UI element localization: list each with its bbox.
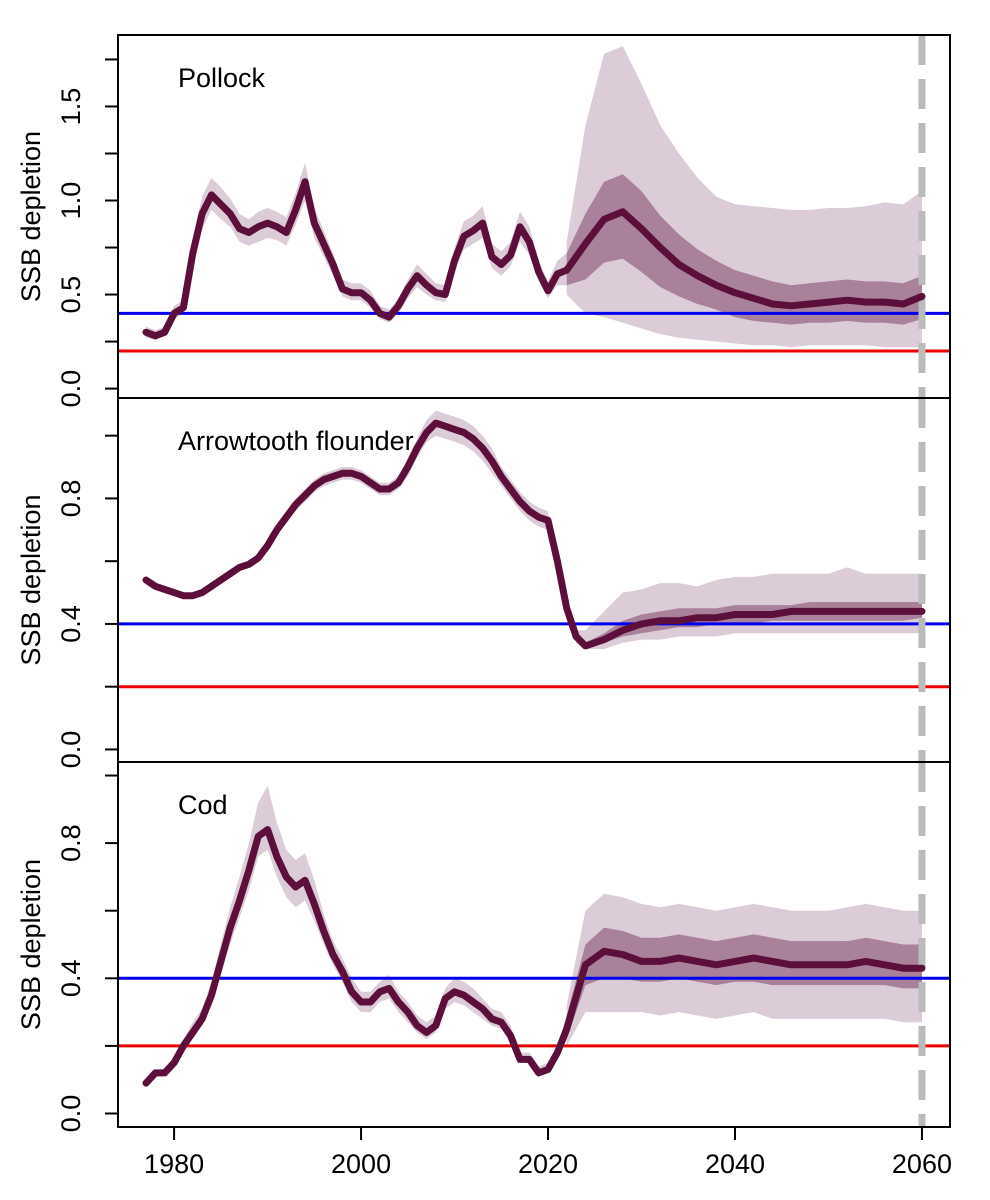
- projection-50-band: [566, 174, 922, 325]
- plot-area: [118, 762, 950, 1127]
- panel-title: Cod: [178, 790, 228, 820]
- y-tick-label: 0.0: [56, 370, 86, 408]
- median-line: [142, 419, 926, 650]
- panel-title: Pollock: [178, 63, 266, 93]
- projection-50-band: [566, 927, 922, 1040]
- y-tick-label: 1.0: [56, 182, 86, 220]
- median-line: [142, 178, 926, 340]
- y-tick-label: 0.0: [56, 731, 86, 769]
- y-axis-label: SSB depletion: [16, 494, 46, 665]
- panel-1: 0.0 0.4 0.8 SSB depletion Arrowtooth flounde…: [16, 397, 951, 769]
- y-tick-label: 0.8: [56, 480, 86, 518]
- y-axis-label: SSB depletion: [16, 131, 46, 302]
- y-tick-label: 0.4: [56, 605, 86, 643]
- x-tick-label: 2060: [892, 1149, 952, 1179]
- plot-area: [118, 398, 950, 762]
- y-axis-label: SSB depletion: [16, 859, 46, 1030]
- panel-title: Arrowtooth flounder: [178, 426, 414, 456]
- panel-0: 0.0 0.5 1.0 1.5 SSB depletion Pollock: [16, 34, 951, 408]
- y-tick-label: 0.0: [56, 1095, 86, 1133]
- x-tick-label: 2000: [331, 1149, 391, 1179]
- x-tick-label: 2020: [518, 1149, 578, 1179]
- y-tick-label: 0.8: [56, 824, 86, 862]
- plot-area: [118, 35, 950, 398]
- historical-band: [146, 785, 567, 1087]
- x-axis: 1980 2000 2020 2040 2060: [144, 1126, 952, 1179]
- median-line: [142, 826, 926, 1087]
- y-tick-label: 1.5: [56, 88, 86, 126]
- x-tick-label: 2040: [705, 1149, 765, 1179]
- x-tick-label: 1980: [144, 1149, 204, 1179]
- y-tick-label: 0.4: [56, 960, 86, 998]
- panel-2: 0.0 0.4 0.8 SSB depletion Cod: [16, 761, 951, 1133]
- y-tick-label: 0.5: [56, 276, 86, 314]
